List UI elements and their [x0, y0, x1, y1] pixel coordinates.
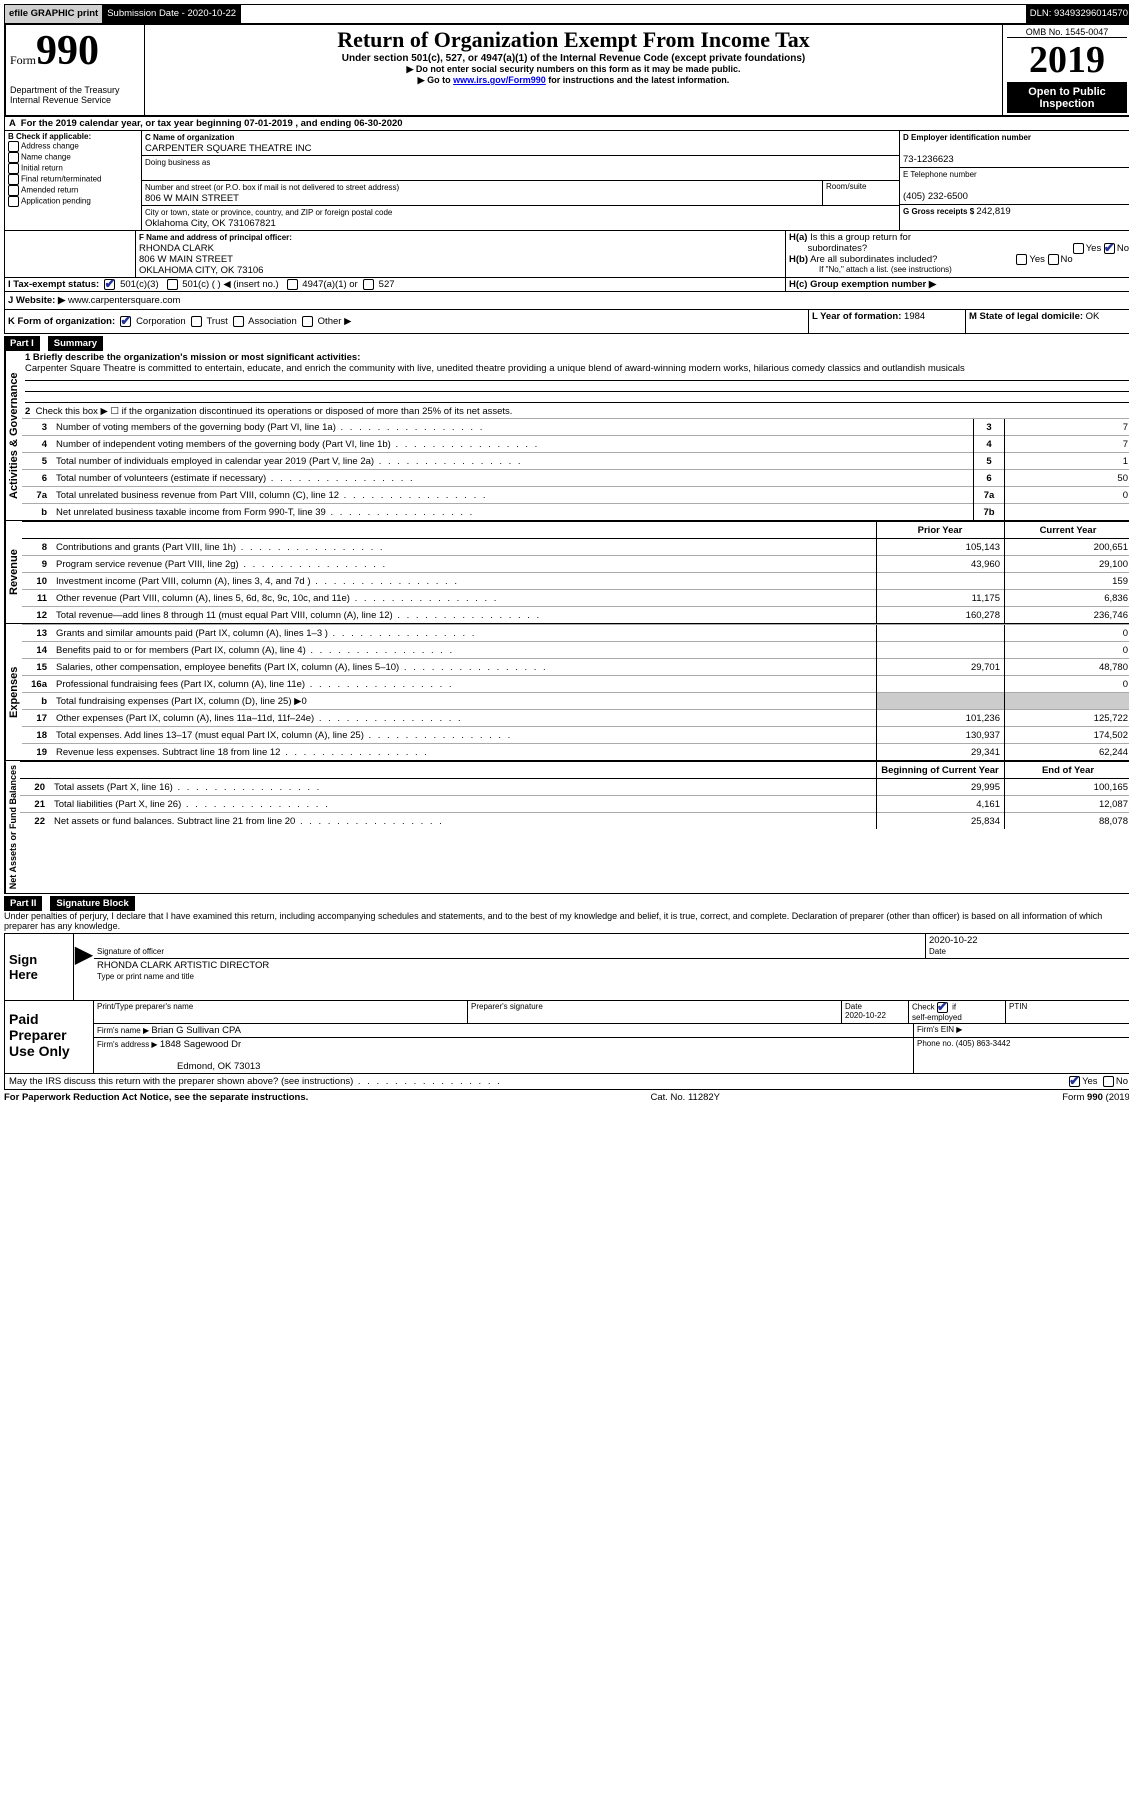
submission-label: Submission Date - 2020-10-22: [103, 5, 241, 23]
box-g-label: G Gross receipts $: [903, 207, 976, 216]
website: www.carpentersquare.com: [68, 295, 180, 306]
ptin-label: PTIN: [1006, 1001, 1129, 1023]
prep-date: Date2020-10-22: [842, 1001, 909, 1023]
firm-name: Brian G Sullivan CPA: [151, 1025, 241, 1036]
city: Oklahoma City, OK 731067821: [145, 218, 276, 229]
dln: DLN: 93493296014570: [1026, 5, 1129, 23]
box-k: K Form of organization: Corporation Trus…: [5, 310, 809, 333]
form-word: Form: [10, 53, 36, 67]
line2: 2 Check this box ▶ ☐ if the organization…: [22, 405, 1129, 418]
table-ag: 3Number of voting members of the governi…: [22, 418, 1129, 520]
firm-ein-label: Firm's EIN ▶: [914, 1024, 1129, 1037]
efile-print-btn[interactable]: efile GRAPHIC print: [5, 5, 103, 23]
form-footer: Form 990 (2019): [1062, 1092, 1129, 1103]
type-name-label: Type or print name and title: [97, 972, 194, 981]
firm-addr1: 1848 Sagewood Dr: [160, 1039, 241, 1050]
sig-officer-label: Signature of officer: [97, 947, 164, 956]
subtitle-1: Under section 501(c), 527, or 4947(a)(1)…: [149, 53, 998, 64]
vlabel-rev: Revenue: [5, 521, 22, 623]
discuss-answer: Yes No: [1069, 1076, 1128, 1087]
cat-no: Cat. No. 11282Y: [650, 1092, 720, 1103]
form-header: Form990 Department of the Treasury Inter…: [4, 24, 1129, 117]
box-e-label: E Telephone number: [903, 170, 977, 179]
table-revenue: Prior YearCurrent Year8Contributions and…: [22, 521, 1129, 623]
part2-title: Signature Block: [50, 896, 134, 911]
check-self-employed: Check ifself-employed: [909, 1001, 1006, 1023]
vlabel-ag: Activities & Governance: [5, 351, 22, 520]
part1-num: Part I: [4, 336, 40, 351]
box-i: I Tax-exempt status: 501(c)(3) 501(c) ( …: [5, 278, 786, 291]
discuss-question: May the IRS discuss this return with the…: [9, 1076, 502, 1087]
irs-link[interactable]: www.irs.gov/Form990: [453, 75, 546, 85]
subtitle-2: ▶ Do not enter social security numbers o…: [149, 64, 998, 75]
prep-name-label: Print/Type preparer's name: [94, 1001, 468, 1023]
line-a-period: A For the 2019 calendar year, or tax yea…: [4, 117, 1129, 131]
dept-treasury: Department of the Treasury Internal Reve…: [10, 85, 140, 105]
dba-label: Doing business as: [145, 158, 210, 167]
box-j-label: J Website: ▶: [8, 295, 65, 306]
boxb-item: Address change: [8, 141, 138, 152]
boxb-item: Final return/terminated: [8, 174, 138, 185]
table-expenses: 13Grants and similar amounts paid (Part …: [22, 624, 1129, 760]
paid-preparer: Paid Preparer Use Only: [5, 1001, 94, 1073]
paperwork-notice: For Paperwork Reduction Act Notice, see …: [4, 1092, 308, 1103]
street-label: Number and street (or P.O. box if mail i…: [145, 183, 399, 192]
ein: 73-1236623: [903, 154, 954, 165]
gross-receipts: 242,819: [976, 206, 1010, 217]
officer-typed-name: RHONDA CLARK ARTISTIC DIRECTOR: [97, 960, 269, 971]
line1-label: 1 Briefly describe the organization's mi…: [25, 352, 360, 363]
open-public: Open to Public Inspection: [1007, 83, 1127, 113]
vlabel-na: Net Assets or Fund Balances: [5, 761, 20, 893]
boxb-item: Amended return: [8, 185, 138, 196]
box-d-label: D Employer identification number: [903, 133, 1031, 142]
officer-street: 806 W MAIN STREET: [139, 254, 233, 265]
room-label: Room/suite: [823, 181, 899, 205]
declaration: Under penalties of perjury, I declare th…: [4, 911, 1129, 931]
table-netassets: Beginning of Current YearEnd of Year20To…: [20, 761, 1129, 829]
city-label: City or town, state or province, country…: [145, 208, 392, 217]
box-hb: H(b) Are all subordinates included? Yes …: [789, 254, 1129, 265]
firm-phone: Phone no. (405) 863-3442: [914, 1038, 1129, 1073]
subtitle-3: ▶ Go to www.irs.gov/Form990 for instruct…: [149, 75, 998, 86]
part1-title: Summary: [48, 336, 103, 351]
sign-here: Sign Here: [5, 934, 74, 1000]
sign-arrow-icon: ▶: [74, 934, 94, 1000]
box-m: M State of legal domicile: OK: [966, 310, 1129, 333]
boxb-item: Application pending: [8, 196, 138, 207]
org-name: CARPENTER SQUARE THEATRE INC: [145, 143, 311, 154]
street: 806 W MAIN STREET: [145, 193, 239, 204]
hb-note: If "No," attach a list. (see instruction…: [789, 265, 1129, 274]
box-ha: H(a) Is this a group return for subordin…: [789, 232, 1129, 254]
form-number: 990: [36, 28, 99, 74]
firm-addr2: Edmond, OK 73013: [97, 1061, 260, 1072]
vlabel-exp: Expenses: [5, 624, 22, 760]
box-f-label: F Name and address of principal officer:: [139, 233, 292, 242]
sig-date: 2020-10-22: [929, 935, 978, 946]
boxb-item: Name change: [8, 152, 138, 163]
box-c-label: C Name of organization: [145, 133, 234, 142]
tax-year: 2019: [1007, 38, 1127, 83]
prep-sig-label: Preparer's signature: [468, 1001, 842, 1023]
phone: (405) 232-6500: [903, 191, 968, 202]
officer-city: OKLAHOMA CITY, OK 73106: [139, 265, 263, 276]
box-b: B Check if applicable: Address changeNam…: [5, 131, 142, 230]
main-title: Return of Organization Exempt From Incom…: [149, 27, 998, 53]
omb-number: OMB No. 1545-0047: [1007, 27, 1127, 38]
box-hc: H(c) Group exemption number ▶: [786, 278, 1129, 291]
mission-text: Carpenter Square Theatre is committed to…: [25, 363, 965, 374]
boxb-item: Initial return: [8, 163, 138, 174]
box-l: L Year of formation: 1984: [809, 310, 966, 333]
efile-topbar: efile GRAPHIC print Submission Date - 20…: [4, 4, 1129, 24]
officer-name: RHONDA CLARK: [139, 243, 214, 254]
part2-num: Part II: [4, 896, 42, 911]
